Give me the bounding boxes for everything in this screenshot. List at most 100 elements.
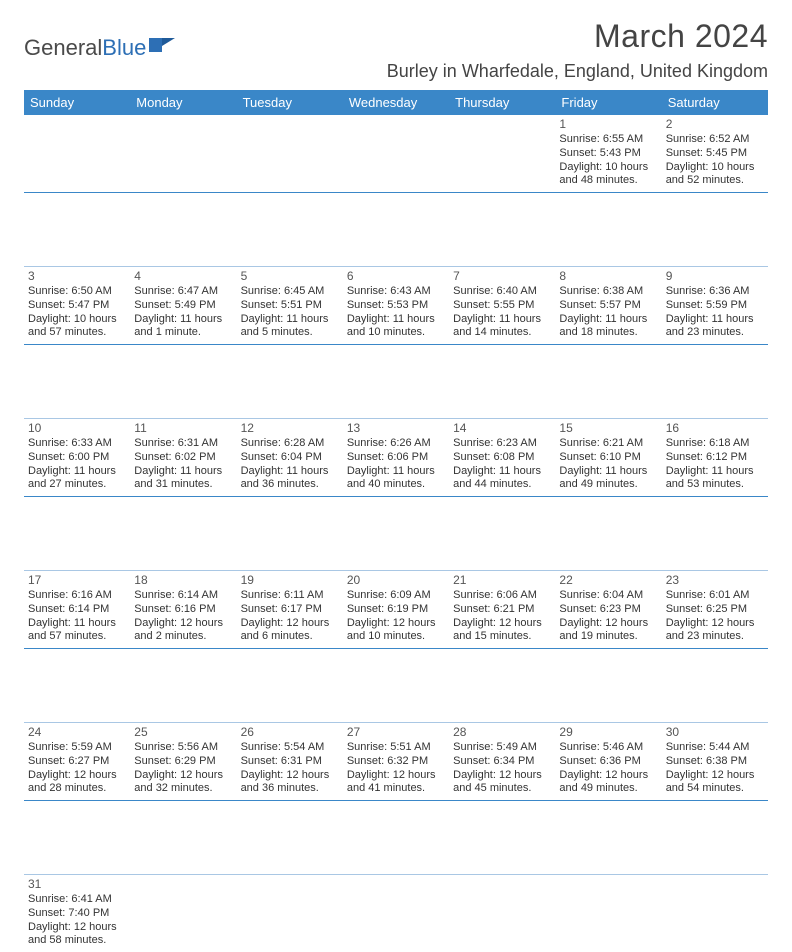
day-number: 8 bbox=[559, 269, 657, 284]
day-header: Wednesday bbox=[343, 90, 449, 115]
calendar-day-cell: 26Sunrise: 5:54 AMSunset: 6:31 PMDayligh… bbox=[237, 723, 343, 801]
calendar-day-cell: 20Sunrise: 6:09 AMSunset: 6:19 PMDayligh… bbox=[343, 571, 449, 649]
sunrise-text: Sunrise: 6:45 AM bbox=[241, 285, 339, 299]
sunset-text: Sunset: 6:10 PM bbox=[559, 451, 657, 465]
calendar-day-cell: 31Sunrise: 6:41 AMSunset: 7:40 PMDayligh… bbox=[24, 875, 130, 952]
day-number: 7 bbox=[453, 269, 551, 284]
calendar-day-cell: 24Sunrise: 5:59 AMSunset: 6:27 PMDayligh… bbox=[24, 723, 130, 801]
day-number: 31 bbox=[28, 877, 126, 892]
daylight-text: Daylight: 11 hours and 1 minute. bbox=[134, 313, 232, 341]
calendar-day-cell: 9Sunrise: 6:36 AMSunset: 5:59 PMDaylight… bbox=[662, 267, 768, 345]
day-header: Thursday bbox=[449, 90, 555, 115]
day-header: Tuesday bbox=[237, 90, 343, 115]
day-number: 3 bbox=[28, 269, 126, 284]
sunset-text: Sunset: 5:51 PM bbox=[241, 299, 339, 313]
sunrise-text: Sunrise: 6:55 AM bbox=[559, 133, 657, 147]
sunrise-text: Sunrise: 5:49 AM bbox=[453, 741, 551, 755]
sunset-text: Sunset: 6:04 PM bbox=[241, 451, 339, 465]
day-number: 28 bbox=[453, 725, 551, 740]
day-number: 12 bbox=[241, 421, 339, 436]
day-header: Friday bbox=[555, 90, 661, 115]
sunset-text: Sunset: 6:06 PM bbox=[347, 451, 445, 465]
week-separator bbox=[24, 497, 768, 571]
sunset-text: Sunset: 6:32 PM bbox=[347, 755, 445, 769]
day-number: 5 bbox=[241, 269, 339, 284]
week-separator bbox=[24, 345, 768, 419]
calendar-day-cell: 22Sunrise: 6:04 AMSunset: 6:23 PMDayligh… bbox=[555, 571, 661, 649]
sunrise-text: Sunrise: 6:52 AM bbox=[666, 133, 764, 147]
sunrise-text: Sunrise: 6:21 AM bbox=[559, 437, 657, 451]
sunrise-text: Sunrise: 5:54 AM bbox=[241, 741, 339, 755]
day-number: 20 bbox=[347, 573, 445, 588]
sunset-text: Sunset: 6:02 PM bbox=[134, 451, 232, 465]
sunrise-text: Sunrise: 6:14 AM bbox=[134, 589, 232, 603]
day-number: 11 bbox=[134, 421, 232, 436]
calendar-day-cell: 25Sunrise: 5:56 AMSunset: 6:29 PMDayligh… bbox=[130, 723, 236, 801]
daylight-text: Daylight: 11 hours and 36 minutes. bbox=[241, 465, 339, 493]
month-title: March 2024 bbox=[387, 18, 768, 55]
daylight-text: Daylight: 11 hours and 40 minutes. bbox=[347, 465, 445, 493]
day-number: 30 bbox=[666, 725, 764, 740]
calendar-day-cell: 5Sunrise: 6:45 AMSunset: 5:51 PMDaylight… bbox=[237, 267, 343, 345]
sunset-text: Sunset: 6:08 PM bbox=[453, 451, 551, 465]
sunrise-text: Sunrise: 6:41 AM bbox=[28, 893, 126, 907]
daylight-text: Daylight: 12 hours and 45 minutes. bbox=[453, 769, 551, 797]
calendar-table: SundayMondayTuesdayWednesdayThursdayFrid… bbox=[24, 90, 768, 952]
sunset-text: Sunset: 5:53 PM bbox=[347, 299, 445, 313]
sunset-text: Sunset: 6:34 PM bbox=[453, 755, 551, 769]
daylight-text: Daylight: 12 hours and 28 minutes. bbox=[28, 769, 126, 797]
calendar-day-cell: 1Sunrise: 6:55 AMSunset: 5:43 PMDaylight… bbox=[555, 115, 661, 193]
sunrise-text: Sunrise: 6:23 AM bbox=[453, 437, 551, 451]
calendar-week-row: 31Sunrise: 6:41 AMSunset: 7:40 PMDayligh… bbox=[24, 875, 768, 952]
sunset-text: Sunset: 6:27 PM bbox=[28, 755, 126, 769]
calendar-day-cell: 13Sunrise: 6:26 AMSunset: 6:06 PMDayligh… bbox=[343, 419, 449, 497]
calendar-empty-cell bbox=[449, 115, 555, 193]
sunset-text: Sunset: 5:55 PM bbox=[453, 299, 551, 313]
calendar-week-row: 17Sunrise: 6:16 AMSunset: 6:14 PMDayligh… bbox=[24, 571, 768, 649]
calendar-empty-cell bbox=[343, 875, 449, 952]
daylight-text: Daylight: 12 hours and 2 minutes. bbox=[134, 617, 232, 645]
day-number: 29 bbox=[559, 725, 657, 740]
logo-text-blue: Blue bbox=[102, 35, 146, 61]
sunset-text: Sunset: 5:49 PM bbox=[134, 299, 232, 313]
sunset-text: Sunset: 5:43 PM bbox=[559, 147, 657, 161]
calendar-empty-cell bbox=[449, 875, 555, 952]
day-number: 14 bbox=[453, 421, 551, 436]
sunrise-text: Sunrise: 6:06 AM bbox=[453, 589, 551, 603]
calendar-day-cell: 28Sunrise: 5:49 AMSunset: 6:34 PMDayligh… bbox=[449, 723, 555, 801]
sunset-text: Sunset: 5:59 PM bbox=[666, 299, 764, 313]
calendar-day-cell: 6Sunrise: 6:43 AMSunset: 5:53 PMDaylight… bbox=[343, 267, 449, 345]
location-text: Burley in Wharfedale, England, United Ki… bbox=[387, 61, 768, 82]
sunrise-text: Sunrise: 6:01 AM bbox=[666, 589, 764, 603]
sunrise-text: Sunrise: 6:43 AM bbox=[347, 285, 445, 299]
calendar-empty-cell bbox=[237, 875, 343, 952]
logo: GeneralBlue bbox=[24, 32, 175, 64]
day-number: 10 bbox=[28, 421, 126, 436]
sunrise-text: Sunrise: 6:26 AM bbox=[347, 437, 445, 451]
day-number: 18 bbox=[134, 573, 232, 588]
day-number: 2 bbox=[666, 117, 764, 132]
daylight-text: Daylight: 12 hours and 32 minutes. bbox=[134, 769, 232, 797]
sunset-text: Sunset: 6:23 PM bbox=[559, 603, 657, 617]
day-number: 25 bbox=[134, 725, 232, 740]
sunset-text: Sunset: 6:36 PM bbox=[559, 755, 657, 769]
calendar-day-cell: 18Sunrise: 6:14 AMSunset: 6:16 PMDayligh… bbox=[130, 571, 236, 649]
day-number: 23 bbox=[666, 573, 764, 588]
sunrise-text: Sunrise: 5:46 AM bbox=[559, 741, 657, 755]
sunrise-text: Sunrise: 6:38 AM bbox=[559, 285, 657, 299]
calendar-day-cell: 30Sunrise: 5:44 AMSunset: 6:38 PMDayligh… bbox=[662, 723, 768, 801]
daylight-text: Daylight: 12 hours and 41 minutes. bbox=[347, 769, 445, 797]
sunrise-text: Sunrise: 6:50 AM bbox=[28, 285, 126, 299]
sunrise-text: Sunrise: 6:28 AM bbox=[241, 437, 339, 451]
sunrise-text: Sunrise: 6:04 AM bbox=[559, 589, 657, 603]
day-number: 22 bbox=[559, 573, 657, 588]
calendar-day-cell: 10Sunrise: 6:33 AMSunset: 6:00 PMDayligh… bbox=[24, 419, 130, 497]
day-number: 24 bbox=[28, 725, 126, 740]
calendar-week-row: 10Sunrise: 6:33 AMSunset: 6:00 PMDayligh… bbox=[24, 419, 768, 497]
daylight-text: Daylight: 11 hours and 49 minutes. bbox=[559, 465, 657, 493]
daylight-text: Daylight: 10 hours and 57 minutes. bbox=[28, 313, 126, 341]
sunset-text: Sunset: 7:40 PM bbox=[28, 907, 126, 921]
daylight-text: Daylight: 12 hours and 15 minutes. bbox=[453, 617, 551, 645]
daylight-text: Daylight: 12 hours and 10 minutes. bbox=[347, 617, 445, 645]
sunrise-text: Sunrise: 5:51 AM bbox=[347, 741, 445, 755]
